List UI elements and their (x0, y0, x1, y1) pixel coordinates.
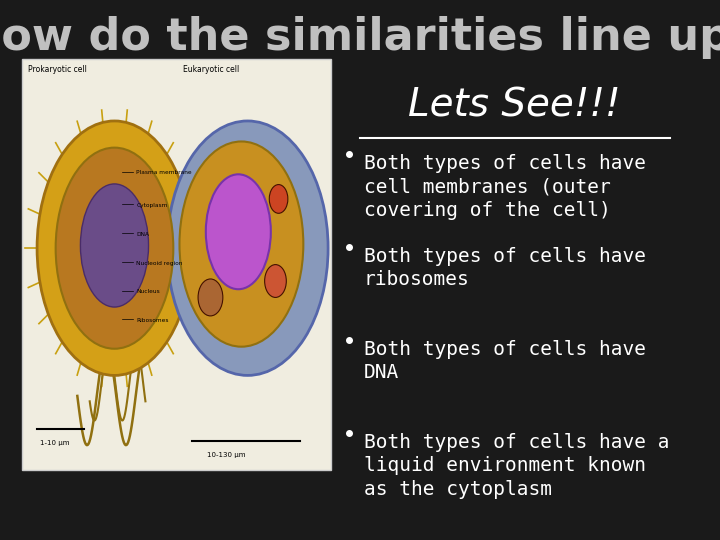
Text: Both types of cells have
ribosomes: Both types of cells have ribosomes (364, 247, 646, 289)
Text: Both types of cells have
cell membranes (outer
covering of the cell): Both types of cells have cell membranes … (364, 154, 646, 220)
Text: DNA: DNA (136, 232, 149, 237)
Ellipse shape (179, 141, 303, 347)
Text: Plasma membrane: Plasma membrane (136, 170, 192, 176)
Text: Lets See!!!: Lets See!!! (408, 86, 621, 124)
Text: Nucleus: Nucleus (136, 289, 160, 294)
Bar (22, 59, 331, 470)
Ellipse shape (198, 279, 223, 316)
Ellipse shape (55, 147, 174, 349)
Ellipse shape (265, 265, 287, 298)
Text: 1-10 μm: 1-10 μm (40, 440, 70, 446)
Ellipse shape (206, 174, 271, 289)
Ellipse shape (269, 185, 288, 213)
Text: Cytoplasm: Cytoplasm (136, 203, 168, 208)
Text: 10-130 μm: 10-130 μm (207, 453, 246, 458)
Ellipse shape (81, 184, 148, 307)
Text: How do the similarities line up?: How do the similarities line up? (0, 16, 720, 59)
Text: Nucleoid region: Nucleoid region (136, 261, 183, 266)
Ellipse shape (37, 121, 192, 375)
Text: Both types of cells have
DNA: Both types of cells have DNA (364, 340, 646, 382)
Ellipse shape (167, 121, 328, 375)
Text: Eukaryotic cell: Eukaryotic cell (183, 65, 239, 74)
Text: Prokaryotic cell: Prokaryotic cell (28, 65, 86, 74)
Text: Ribosomes: Ribosomes (136, 318, 168, 323)
Text: Both types of cells have a
liquid environment known
as the cytoplasm: Both types of cells have a liquid enviro… (364, 433, 669, 498)
